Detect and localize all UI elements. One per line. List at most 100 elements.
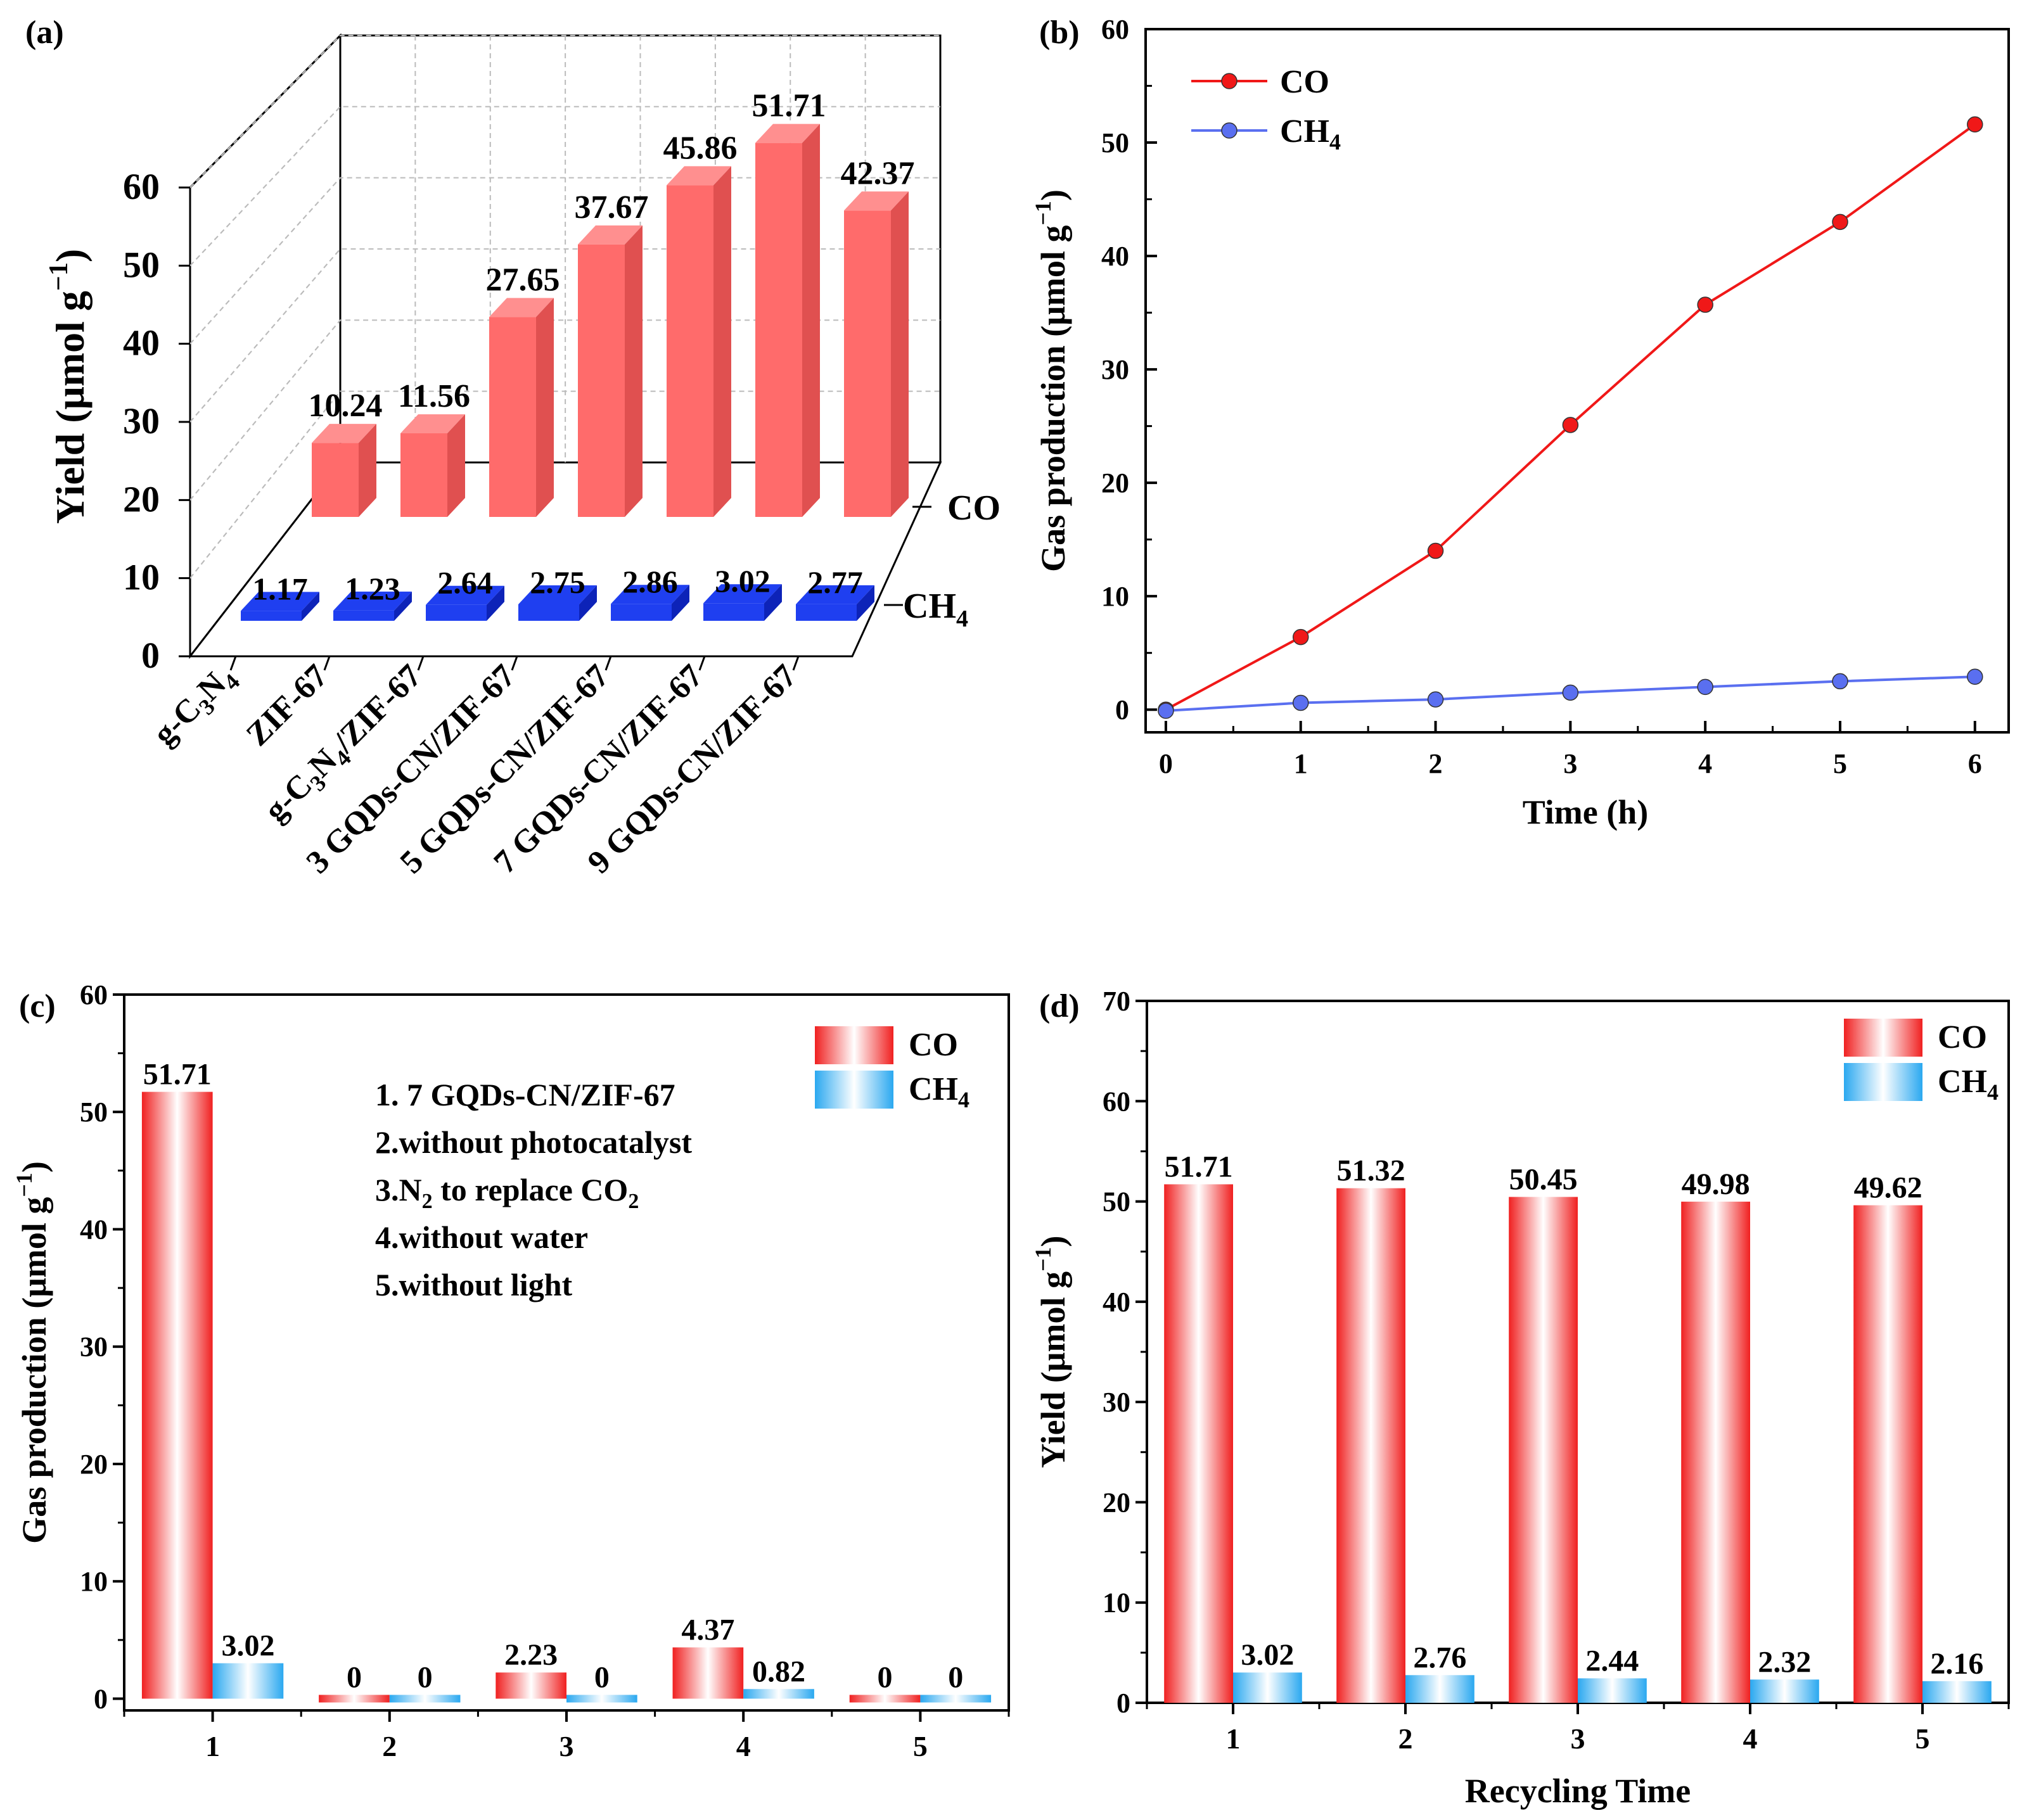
a-bars-co: 10.24 11.56 27.65 37.67 45.86 51.71 42.37: [309, 88, 915, 518]
a-co-bar-front: [667, 185, 713, 518]
d-bar-co: [1509, 1197, 1578, 1703]
a-ch4-bar-front: [611, 604, 672, 621]
d-legend-label-main: CO: [1938, 1019, 1987, 1055]
c-y-tick-label: 0: [94, 1683, 108, 1714]
c-bar-co: [496, 1672, 566, 1699]
c-annotation-text: 3.N: [375, 1172, 422, 1207]
d-y-axis-title-main: Yield (μmol g: [1034, 1271, 1072, 1468]
c-bar-ch4: [566, 1695, 637, 1703]
c-value-label-ch4: 0.82: [752, 1655, 805, 1688]
d-y-tick-label: 0: [1116, 1688, 1130, 1719]
a-x-tick-label: ZIF-67: [240, 658, 335, 753]
a-x-tick-label-part: ZIF-67: [240, 658, 335, 753]
d-y-tick-label: 50: [1103, 1187, 1130, 1218]
b-y-tick-label: 60: [1101, 14, 1129, 45]
d-value-label-co: 50.45: [1509, 1162, 1578, 1196]
a-co-bar-front: [844, 210, 891, 517]
d-legend-label-ch4: CH4: [1938, 1064, 1999, 1105]
d-y-tick-label: 40: [1103, 1287, 1130, 1318]
d-y-tick-label: 60: [1103, 1086, 1130, 1117]
a-co-bar-side: [891, 191, 909, 517]
c-legend-label-main: CH: [909, 1071, 958, 1107]
c-y-tick-label: 40: [80, 1214, 108, 1245]
a-x-tick: [698, 656, 706, 671]
b-point-co: [1427, 542, 1444, 559]
a-co-bar-front: [400, 433, 447, 517]
a-ch4-bar-top: [333, 591, 412, 611]
a-ch4-bar-side: [672, 585, 689, 621]
c-legend-swatch-co: [815, 1026, 893, 1064]
a-y-axis: 0 10 20 30 40 50 60: [123, 166, 190, 676]
d-value-label-ch4: 2.44: [1585, 1644, 1639, 1677]
a-co-bar-top: [667, 166, 731, 186]
a-co-value-label: 51.71: [752, 88, 826, 124]
a-co-value-label: 45.86: [663, 130, 738, 166]
a-ch4-bar-side: [394, 591, 412, 621]
a-co-bar-front: [489, 317, 536, 517]
d-bars: 51.71 51.32 50.45 49.98 49.62 3.02 2.76 2.44 2.3…: [1164, 1150, 1992, 1703]
a-y-tick-label: 20: [123, 478, 160, 519]
c-value-label-co: 0: [878, 1660, 893, 1694]
d-bar-co: [1681, 1201, 1750, 1703]
a-co-bar-side: [713, 166, 731, 518]
a-co-bar-top: [578, 225, 643, 245]
a-gridline-left: [189, 177, 341, 345]
a-y-axis-title: Yield (μmol g−1): [44, 249, 93, 524]
a-ch4-bar-side: [487, 585, 504, 621]
a-y-tick-label: 40: [123, 322, 160, 364]
b-legend: CO CH4: [1191, 64, 1341, 155]
c-bar-co: [319, 1695, 390, 1703]
d-y-tick-label: 30: [1103, 1387, 1130, 1418]
d-y-tick-label: 20: [1103, 1487, 1130, 1518]
b-x-axis-title: Time (h): [1523, 793, 1649, 831]
c-value-label-co: 4.37: [681, 1613, 734, 1647]
a-ch4-value-label: 2.75: [530, 564, 585, 600]
d-bar-ch4: [1578, 1678, 1647, 1703]
a-ch4-value-label: 3.02: [715, 563, 771, 599]
a-y-tick-label: 30: [123, 400, 160, 442]
c-x-tick-label: 3: [560, 1730, 574, 1762]
a-ch4-bar-side: [764, 584, 782, 621]
a-ch4-bar-side: [302, 592, 319, 621]
b-y-tick-label: 10: [1101, 581, 1129, 612]
panel-label-a: (a): [25, 15, 64, 51]
b-legend-marker-co: [1221, 73, 1238, 89]
d-value-label-co: 49.98: [1682, 1168, 1750, 1201]
d-legend-swatch-co: [1844, 1019, 1922, 1057]
c-legend-label-main: CO: [909, 1027, 958, 1063]
b-point-ch4: [1967, 668, 1983, 685]
d-y-axis-title-sup: −1: [1030, 1247, 1056, 1271]
b-point-co: [1832, 213, 1848, 231]
a-gridline-left: [189, 391, 341, 579]
c-value-label-co: 2.23: [504, 1638, 558, 1672]
a-co-bar-side: [447, 414, 465, 517]
a-ch4-bar-front: [241, 611, 302, 621]
panel-label-b: (b): [1039, 15, 1080, 51]
a-co-bar-top: [400, 414, 465, 434]
d-y-axis-title-end: ): [1034, 1235, 1072, 1247]
d-x-tick-label: 5: [1916, 1722, 1930, 1755]
a-co-bar-top: [755, 124, 820, 143]
a-ch4-value-label: 1.23: [345, 571, 400, 606]
d-legend-label-co: CO: [1938, 1019, 1987, 1055]
c-value-label-co: 0: [347, 1660, 362, 1694]
c-annotation-text: 5.without light: [375, 1267, 573, 1302]
a-co-value-label: 37.67: [575, 189, 649, 226]
b-x-tick-label: 0: [1159, 748, 1173, 779]
a-co-bar-top: [844, 191, 909, 211]
a-co-value-label: 27.65: [486, 262, 560, 298]
a-ch4-bar-top: [703, 584, 782, 604]
d-y-tick-label: 70: [1103, 986, 1130, 1017]
b-x-tick-label: 6: [1968, 748, 1982, 779]
a-ch4-bar-front: [426, 604, 487, 621]
d-x-tick-label: 4: [1743, 1722, 1758, 1755]
a-ch4-bar-top: [518, 585, 597, 604]
c-y-tick-label: 50: [80, 1097, 108, 1128]
c-y-axis-title: Gas production (μmol g−1): [11, 1161, 53, 1544]
c-annotation-sub: 2: [628, 1190, 639, 1213]
a-ch4-bar-side: [857, 585, 874, 621]
b-y-tick-label: 0: [1115, 694, 1129, 725]
d-value-label-co: 51.32: [1337, 1154, 1405, 1188]
